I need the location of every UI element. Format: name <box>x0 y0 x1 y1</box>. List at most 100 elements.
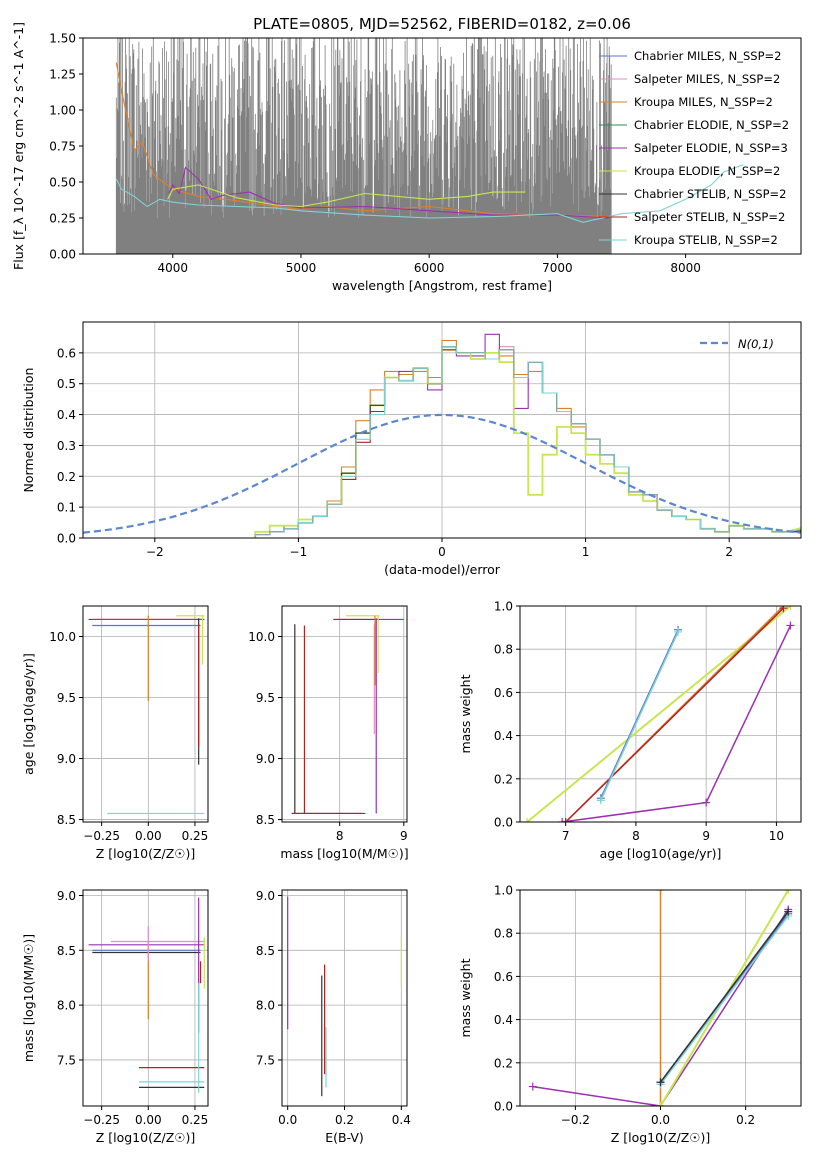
axes-frame <box>82 605 209 823</box>
y-tick-label: 0.0 <box>494 816 513 830</box>
x-tick-label: 8 <box>336 829 344 843</box>
y-axis-label: age [log10(age/yr)] <box>21 653 36 775</box>
y-tick-label: 0.25 <box>49 212 76 226</box>
y-tick-label: 8.5 <box>256 813 275 827</box>
y-axis-label: mass weight <box>458 674 473 753</box>
plot-area <box>88 897 205 1093</box>
data-point-marker <box>674 627 683 636</box>
y-tick-label: 0.75 <box>49 140 76 154</box>
age-vs-mass-panel: 8 9 8.5 9.0 9.5 10.0 mass [log10(M/M☉)] <box>248 605 409 861</box>
legend-entry: Kroupa MILES, N_SSP=2 <box>634 95 773 109</box>
mass-vs-metallicity-panel: −0.25 0.00 0.25 7.5 8.0 8.5 9.0 Z [log10(Z/Z☉)]… <box>21 889 209 1145</box>
y-tick-label: 7.5 <box>57 1053 76 1067</box>
y-tick-label: 0.6 <box>494 970 513 984</box>
legend-entry: Chabrier ELODIE, N_SSP=2 <box>634 118 789 132</box>
data-point-marker <box>702 798 711 807</box>
x-tick-label: 6000 <box>414 261 445 275</box>
x-tick-label: 4000 <box>157 261 188 275</box>
data-point-marker <box>786 621 795 630</box>
legend-entry: Salpeter STELIB, N_SSP=2 <box>634 210 785 224</box>
y-tick-label: 9.5 <box>57 691 76 705</box>
y-tick-label: 0.00 <box>49 248 76 262</box>
data-point-marker <box>558 818 567 822</box>
x-tick-label: 0 <box>438 545 446 559</box>
legend-entry: Kroupa STELIB, N_SSP=2 <box>634 233 778 247</box>
axes-frame <box>519 605 802 823</box>
x-tick-label: 1 <box>582 545 590 559</box>
y-tick-label: 0.2 <box>494 1056 513 1070</box>
series-line <box>565 607 784 822</box>
x-tick-label: 7 <box>562 829 570 843</box>
x-tick-label: −0.25 <box>83 1113 120 1127</box>
x-axis-label: Z [log10(Z/Z☉)] <box>96 1130 196 1145</box>
data-point-marker <box>656 1102 665 1106</box>
spectrum-panel: 4000 5000 6000 7000 8000 0.00 0.25 0.50 0.75 1.00… <box>11 22 802 293</box>
y-tick-label: 0.6 <box>494 686 513 700</box>
residuals-panel: −2 −1 0 1 2 0.0 0.1 0.2 0.3 0.4 0.5 0.6 (data-model)… <box>21 321 802 577</box>
series-line <box>532 908 789 1106</box>
data-point-marker <box>784 907 793 916</box>
y-tick-label: 0.3 <box>57 439 76 453</box>
x-tick-label: 0.25 <box>182 1113 209 1127</box>
axes-frame <box>82 889 209 1107</box>
plot-area <box>287 896 402 1097</box>
data-point-marker <box>656 1078 665 1087</box>
x-tick-label: −1 <box>290 545 308 559</box>
x-axis-label: E(B-V) <box>325 1130 364 1145</box>
y-tick-label: 9.0 <box>57 889 76 903</box>
y-tick-label: 8.5 <box>57 944 76 958</box>
legend-entry: Chabrier STELIB, N_SSP=2 <box>634 187 786 201</box>
data-point-marker <box>561 818 570 822</box>
x-tick-label: 8000 <box>670 261 701 275</box>
y-tick-label: 1.0 <box>494 600 513 614</box>
axes-frame <box>281 605 408 823</box>
y-tick-label: 9.0 <box>256 889 275 903</box>
x-tick-label: 9 <box>702 829 710 843</box>
legend: Chabrier MILES, N_SSP=2 Salpeter MILES, N… <box>599 49 789 247</box>
histogram-line <box>254 349 801 538</box>
figure-title: PLATE=0805, MJD=52562, FIBERID=0182, z=0… <box>253 15 631 33</box>
data-point-marker <box>596 796 605 805</box>
y-tick-label: 0.5 <box>57 377 76 391</box>
histogram-line <box>254 346 801 538</box>
age-vs-metallicity-panel: −0.25 0.00 0.25 8.5 9.0 9.5 10.0 Z [log10(Z/Z☉)… <box>21 605 209 861</box>
x-tick-label: 10 <box>769 829 784 843</box>
y-tick-label: 8.0 <box>256 999 275 1013</box>
y-tick-label: 10.0 <box>248 630 275 644</box>
x-tick-label: 0.25 <box>182 829 209 843</box>
x-tick-label: −0.2 <box>561 1113 590 1127</box>
y-tick-label: 1.50 <box>49 32 76 46</box>
legend-entry: Salpeter MILES, N_SSP=2 <box>634 72 780 86</box>
y-tick-label: 1.0 <box>494 884 513 898</box>
plot-area <box>83 333 801 538</box>
x-tick-label: −0.25 <box>83 829 120 843</box>
y-tick-label: 0.2 <box>494 772 513 786</box>
histogram-line <box>254 346 801 538</box>
x-tick-label: 7000 <box>542 261 573 275</box>
histogram-line <box>254 339 801 538</box>
y-tick-label: 9.0 <box>57 752 76 766</box>
plot-area <box>88 615 205 815</box>
plot-area <box>291 615 404 815</box>
plot-area <box>523 606 795 822</box>
legend-entry: Salpeter ELODIE, N_SSP=3 <box>634 141 788 155</box>
data-point-marker <box>786 606 795 610</box>
y-axis-label: mass weight <box>458 958 473 1037</box>
model-spectrum-line <box>115 62 609 218</box>
y-tick-label: 1.00 <box>49 104 76 118</box>
model-spectrum-line <box>115 164 744 223</box>
x-tick-label: 0.0 <box>651 1113 670 1127</box>
y-tick-label: 0.2 <box>57 470 76 484</box>
series-line <box>600 629 679 799</box>
histogram-line <box>254 348 801 538</box>
x-axis-label: Z [log10(Z/Z☉)] <box>611 1130 711 1145</box>
x-tick-label: 0.4 <box>392 1113 411 1127</box>
normal-distribution-curve <box>83 413 801 534</box>
histogram-line <box>254 346 801 538</box>
data-point-marker <box>779 606 788 613</box>
series-line <box>659 915 789 1085</box>
x-tick-label: 0.2 <box>335 1113 354 1127</box>
x-tick-label: 5000 <box>286 261 317 275</box>
y-tick-label: 8.5 <box>57 813 76 827</box>
